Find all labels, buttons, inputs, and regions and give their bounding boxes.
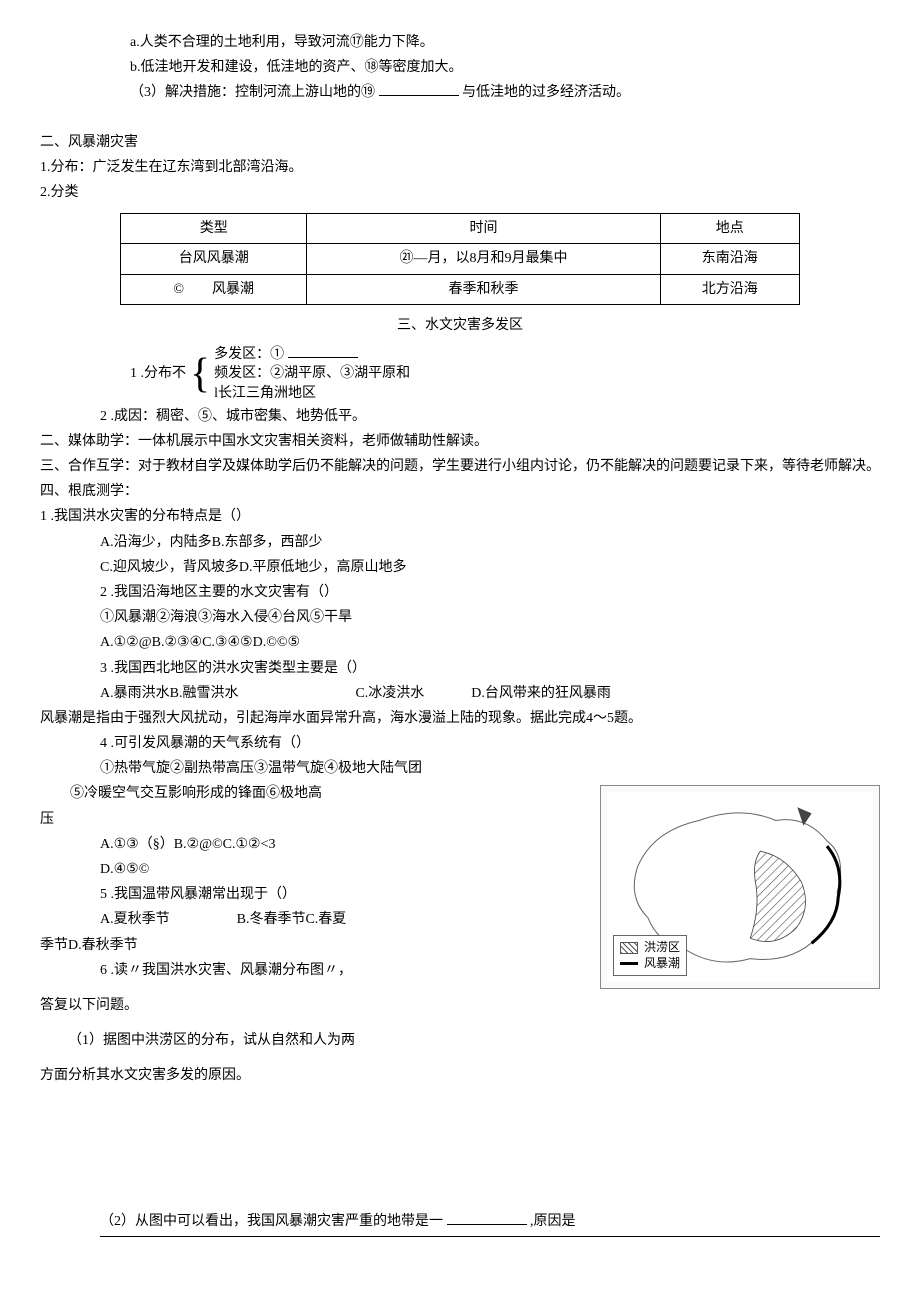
s2-p2: 2.分类 [40, 180, 880, 205]
th-type: 类型 [121, 214, 307, 244]
q1-a: A.沿海少，内陆多B.东部多，西部少 [100, 530, 880, 555]
table-row: 台风风暴潮 ㉑—月，以8月和9月最集中 东南沿海 [121, 244, 800, 274]
q3-opts: A.暴雨洪水B.融雪洪水 C.冰凌洪水 D.台风带来的狂风暴雨 [100, 681, 880, 706]
table-row: 类型 时间 地点 [121, 214, 800, 244]
q4-q6-block: 4 .可引发风暴潮的天气系统有（） ①热带气旋②副热带高压③温带气旋④极地大陆气… [40, 731, 880, 1088]
brace-line2: 频发区：②湖平原、③湖平原和 [214, 364, 410, 384]
top-section: a.人类不合理的土地利用，导致河流⑰能力下降。 b.低洼地开发和建设，低洼地的资… [40, 30, 880, 106]
brace-label: 1 .分布不 [130, 361, 186, 386]
q6-p1: （1）据图中洪涝区的分布，试从自然和人为两 [68, 1028, 880, 1053]
q2-stem: 2 .我国沿海地区主要的水文灾害有（） [100, 580, 880, 605]
th-time: 时间 [307, 214, 660, 244]
q62-post: ,原因是 [530, 1214, 576, 1229]
legend-row-surge: 风暴潮 [620, 956, 680, 972]
q1-stem: 1 .我国洪水灾害的分布特点是（） [40, 504, 880, 529]
td: © 风暴潮 [121, 274, 307, 304]
td: 北方沿海 [660, 274, 799, 304]
s3-title: 三、水文灾害多发区 [40, 313, 880, 338]
q3-a: A.暴雨洪水B.融雪洪水 [100, 686, 238, 701]
brace-line3: l长江三角洲地区 [214, 384, 410, 404]
coop-line: 三、合作互学：对于教材自学及媒体助学后仍不能解决的问题，学生要进行小组内讨论，仍… [40, 454, 880, 479]
q5-a: A.夏秋季节 [100, 912, 170, 927]
legend-a: 洪涝区 [644, 940, 680, 956]
q2-opts: A.①②@B.②③④C.③④⑤D.©©⑤ [100, 630, 880, 655]
spacer [40, 1089, 880, 1209]
q62-pre: （2）从图中可以看出，我国风暴潮灾害严重的地带是一 [100, 1214, 443, 1229]
q6-p1b: 方面分析其水文灾害多发的原因。 [40, 1063, 880, 1088]
map-box: 洪涝区 风暴潮 [607, 792, 873, 982]
brace-line1: 多发区：① [214, 344, 410, 365]
map-legend: 洪涝区 风暴潮 [613, 935, 687, 976]
line-b: b.低洼地开发和建设，低洼地的资产、⑱等密度加大。 [130, 55, 880, 80]
storm-table: 类型 时间 地点 台风风暴潮 ㉑—月，以8月和9月最集中 东南沿海 © 风暴潮 … [120, 213, 800, 305]
intro45: 风暴潮是指由于强烈大风扰动，引起海岸水面异常升高，海水漫溢上陆的现象。据此完成4… [68, 706, 880, 731]
section-2: 二、风暴潮灾害 1.分布：广泛发生在辽东湾到北部湾沿海。 2.分类 [40, 130, 880, 206]
blank-q62 [447, 1211, 527, 1225]
blank-1 [288, 344, 358, 358]
q3-stem: 3 .我国西北地区的洪水灾害类型主要是（） [100, 656, 880, 681]
q6-ans: 答复以下问题。 [40, 993, 880, 1018]
q6-2: （2）从图中可以看出，我国风暴潮灾害严重的地带是一 ,原因是 [100, 1209, 880, 1237]
hatched-icon [620, 942, 638, 954]
line-icon [620, 962, 638, 965]
td: 春季和秋季 [307, 274, 660, 304]
map-figure: 洪涝区 风暴潮 [600, 785, 880, 989]
legend-b: 风暴潮 [644, 956, 680, 972]
blank-19 [379, 82, 459, 96]
s2-heading: 二、风暴潮灾害 [40, 130, 880, 155]
q2-items: ①风暴潮②海浪③海水入侵④台风⑤干旱 [100, 605, 880, 630]
q3-c: C.冰凌洪水 [355, 686, 424, 701]
line-c3: （3）解决措施：控制河流上游山地的⑲ 与低洼地的过多经济活动。 [130, 80, 880, 105]
q4-stem: 4 .可引发风暴潮的天气系统有（） [100, 731, 880, 756]
brace-line1-text: 多发区：① [214, 347, 284, 362]
base-heading: 四、根底测学： [40, 479, 880, 504]
q4-items: ①热带气旋②副热带高压③温带气旋④极地大陆气团 [100, 756, 880, 781]
legend-row-flood: 洪涝区 [620, 940, 680, 956]
td: ㉑—月，以8月和9月最集中 [307, 244, 660, 274]
q1-c: C.迎风坡少，背风坡多D.平原低地少，高原山地多 [100, 555, 880, 580]
brace-content: 多发区：① 频发区：②湖平原、③湖平原和 l长江三角洲地区 [214, 344, 410, 404]
c3-text: （3）解决措施：控制河流上游山地的⑲ [130, 85, 375, 100]
s2-p1: 1.分布：广泛发生在辽东湾到北部湾沿海。 [40, 155, 880, 180]
media-line: 二、媒体助学：一体机展示中国水文灾害相关资料，老师做辅助性解读。 [40, 429, 880, 454]
td: 台风风暴潮 [121, 244, 307, 274]
q3-d: D.台风带来的狂风暴雨 [471, 686, 611, 701]
brace-symbol: { [190, 353, 210, 395]
line-a: a.人类不合理的土地利用，导致河流⑰能力下降。 [130, 30, 880, 55]
cause-line: 2 .成因：稠密、⑤、城市密集、地势低平。 [100, 404, 880, 429]
td: 东南沿海 [660, 244, 799, 274]
th-place: 地点 [660, 214, 799, 244]
c3-tail: 与低洼地的过多经济活动。 [462, 85, 630, 100]
table-row: © 风暴潮 春季和秋季 北方沿海 [121, 274, 800, 304]
q5-b: B.冬春季节C.春夏 [237, 912, 347, 927]
brace-block: 1 .分布不 { 多发区：① 频发区：②湖平原、③湖平原和 l长江三角洲地区 [130, 344, 880, 404]
